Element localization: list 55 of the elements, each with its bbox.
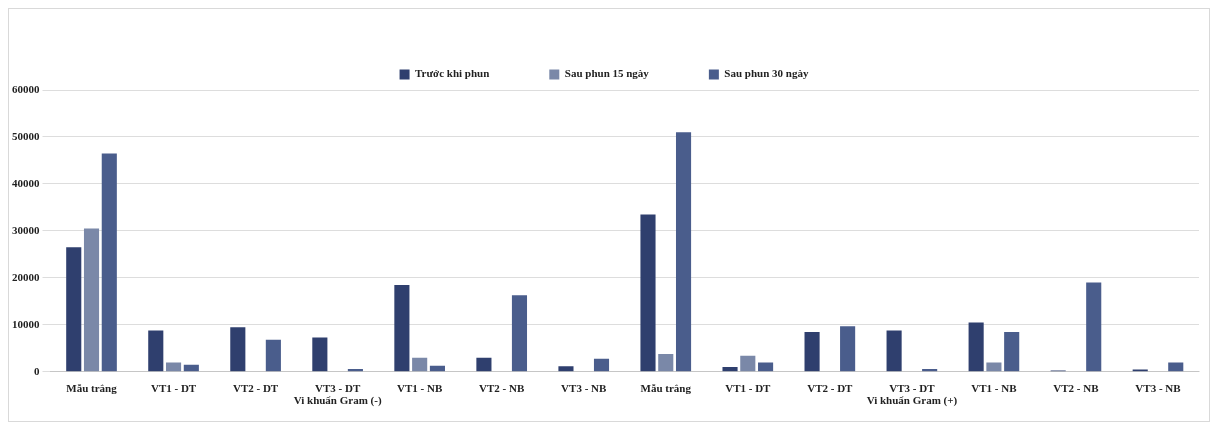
- bar: [230, 327, 246, 372]
- y-tick-label: 30000: [12, 223, 40, 236]
- x-tick-label: VT3 - NB: [1135, 382, 1182, 395]
- bar: [412, 357, 428, 372]
- x-tick-label: VT1 - DT: [725, 382, 772, 395]
- y-tick-label: 40000: [12, 176, 40, 189]
- bar: [840, 326, 856, 372]
- bar: [722, 367, 738, 372]
- y-tick-label: 0: [34, 364, 40, 377]
- bar: [675, 132, 692, 372]
- y-tick-label: 20000: [12, 270, 40, 283]
- bar: [740, 355, 756, 372]
- bar: [1086, 282, 1102, 372]
- x-tick-label: VT2 - NB: [1053, 382, 1100, 395]
- bar: [183, 364, 199, 372]
- bar: [1168, 362, 1184, 372]
- y-tick-label: 60000: [12, 82, 40, 95]
- text: Vi khuẩn Gram (+): [866, 394, 958, 408]
- bar: [968, 322, 984, 372]
- bar: [986, 362, 1002, 372]
- legend-label: Sau phun 15 ngày: [564, 67, 650, 80]
- x-tick-label: VT3 - DT: [889, 382, 936, 395]
- bar: [1004, 331, 1020, 372]
- bar: [804, 331, 820, 372]
- bar: [640, 214, 656, 372]
- x-tick-label: Mẫu trắng: [66, 382, 118, 395]
- x-tick-label: Mẫu trắng: [640, 382, 692, 395]
- x-tick-label: VT1 - NB: [397, 382, 443, 395]
- x-tick-label: VT1 - NB: [971, 382, 1018, 395]
- legend-label: Sau phun 30 ngày: [724, 67, 809, 80]
- bar: [593, 358, 610, 372]
- x-tick-label: VT3 - DT: [315, 382, 361, 395]
- bar: [394, 284, 410, 372]
- text: Vi khuẩn Gram (-): [293, 394, 382, 408]
- legend-label: Trước khi phun: [415, 67, 490, 80]
- x-tick-label: VT2 - DT: [232, 382, 279, 395]
- bar: [886, 330, 902, 372]
- bar: [658, 353, 674, 372]
- bar: [101, 153, 117, 372]
- bar: [83, 228, 100, 372]
- x-tick-label: VT3 - NB: [561, 382, 607, 395]
- x-tick-label: VT2 - NB: [479, 382, 525, 395]
- bar: [312, 337, 328, 372]
- bar: [758, 362, 774, 372]
- x-tick-label: VT2 - DT: [807, 382, 854, 395]
- bar: [476, 357, 492, 372]
- y-tick-label: 50000: [12, 129, 40, 142]
- x-tick-label: VT1 - DT: [150, 382, 197, 395]
- bar: [148, 330, 164, 372]
- bar: [558, 366, 574, 372]
- bar: [66, 247, 82, 372]
- bar: [265, 339, 281, 372]
- bar: [511, 295, 528, 372]
- y-tick-label: 10000: [12, 317, 40, 330]
- bar: [166, 362, 182, 372]
